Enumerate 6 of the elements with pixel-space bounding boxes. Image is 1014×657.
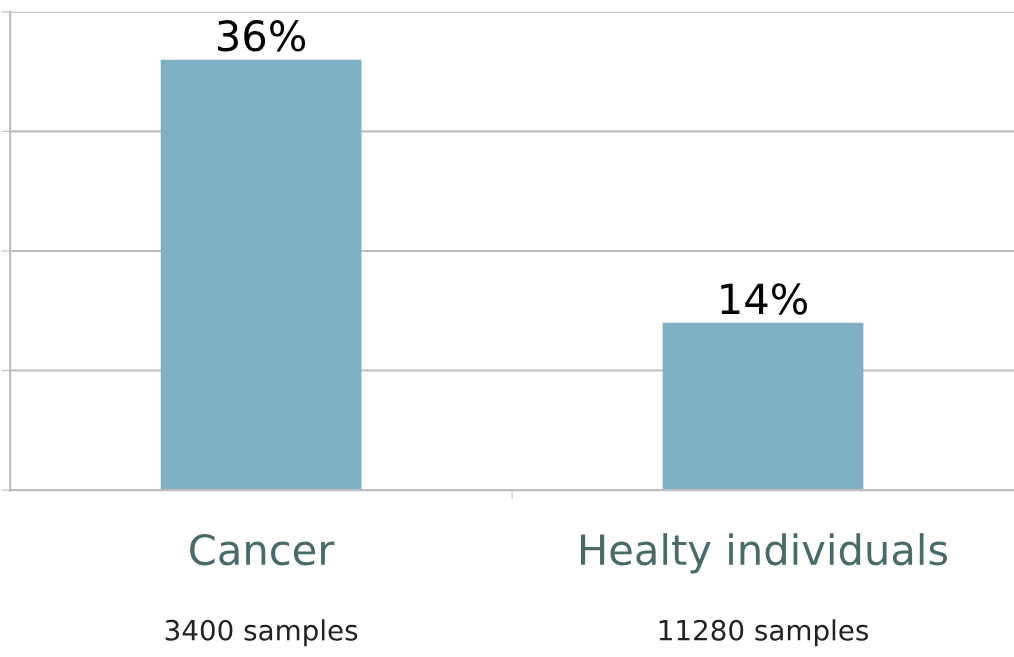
text: 3400 samples	[165, 619, 358, 647]
data-label: 14%	[721, 283, 808, 315]
x-tick-label: Healty individuals	[581, 533, 948, 574]
data-label: 36%	[217, 20, 306, 52]
text: 11280 samples	[659, 619, 869, 647]
x-tick-label: Cancer	[190, 533, 335, 566]
